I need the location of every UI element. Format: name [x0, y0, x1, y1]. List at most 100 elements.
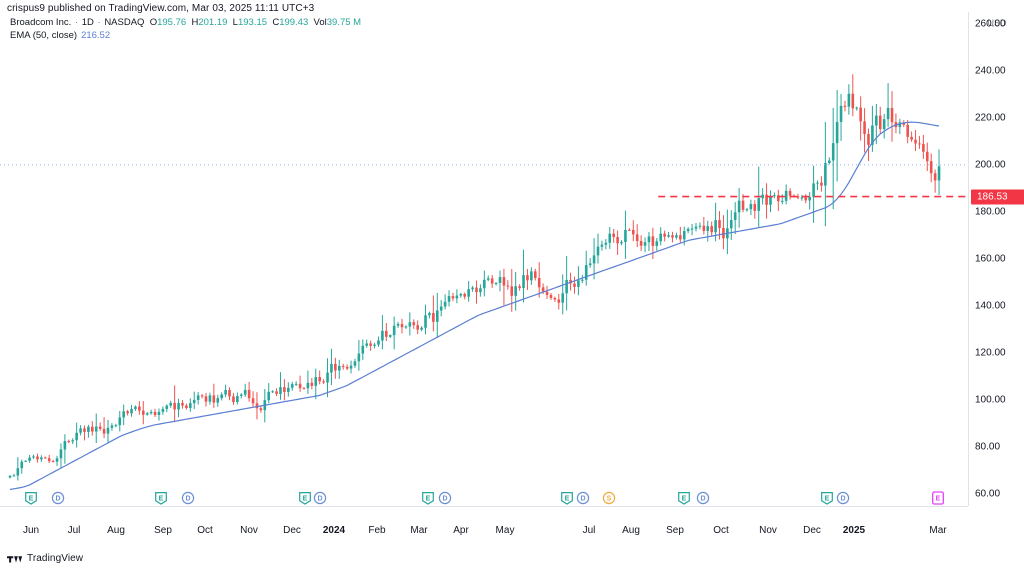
event-marker-split[interactable]: S	[602, 491, 616, 505]
event-marker-earnings[interactable]: E	[422, 491, 435, 505]
earnings-icon: E	[155, 492, 167, 505]
time-tick: Dec	[283, 525, 301, 536]
svg-text:E: E	[303, 496, 308, 503]
legend-close-value: 199.43	[279, 17, 309, 28]
legend-low-label: L	[232, 17, 238, 28]
legend-interval[interactable]: 1D	[81, 17, 94, 28]
legend-symbol-row[interactable]: Broadcom Inc. · 1D · NASDAQ O195.76 H201…	[10, 17, 362, 28]
event-marker-earnings[interactable]: E	[299, 491, 312, 505]
price-tick: 160.00	[975, 253, 1006, 265]
time-tick: Nov	[240, 525, 258, 536]
price-tick: 240.00	[975, 65, 1006, 77]
event-marker-earnings[interactable]: E	[678, 491, 691, 505]
svg-text:D: D	[700, 496, 705, 503]
event-marker-dividend[interactable]: D	[51, 491, 65, 505]
price-plot[interactable]	[0, 12, 968, 506]
price-axis[interactable]: USD 260.00 240.00 220.00 200.00 180.00 160.00…	[968, 12, 1024, 506]
price-tick: 180.00	[975, 206, 1006, 218]
time-tick: Jul	[67, 525, 81, 536]
time-axis[interactable]: Jun Jul Aug Sep Oct Nov Dec 2024 Feb Mar Apr May Jul…	[0, 491, 968, 550]
price-tick: 100.00	[975, 394, 1006, 406]
event-marker-earnings[interactable]: E	[561, 491, 574, 505]
time-tick: Jun	[22, 525, 40, 536]
time-tick: 2024	[322, 525, 346, 536]
legend-volume-label: Vol	[313, 17, 327, 28]
candle-series	[8, 74, 941, 481]
time-tick: Sep	[666, 525, 684, 536]
svg-text:S: S	[607, 496, 612, 503]
ema-line	[9, 121, 940, 491]
price-tick: 220.00	[975, 112, 1006, 124]
svg-text:E: E	[825, 496, 830, 503]
price-tick: 140.00	[975, 300, 1006, 312]
svg-text:E: E	[159, 496, 164, 503]
time-tick: Aug	[107, 525, 125, 536]
svg-text:E: E	[565, 496, 570, 503]
svg-text:D: D	[185, 496, 190, 503]
legend-open-value: 195.76	[157, 17, 187, 28]
earnings-icon: E	[561, 492, 573, 505]
time-tick: Feb	[368, 525, 386, 536]
event-marker-earnings[interactable]: E	[25, 491, 38, 505]
earnings-upcoming-icon: E	[932, 491, 944, 505]
dividend-icon: D	[576, 491, 590, 505]
earnings-icon: E	[821, 492, 833, 505]
event-marker-earnings[interactable]: E	[155, 491, 168, 505]
svg-text:D: D	[442, 496, 447, 503]
dividend-icon: D	[51, 491, 65, 505]
legend-symbol[interactable]: Broadcom Inc.	[10, 17, 72, 28]
earnings-icon: E	[422, 492, 434, 505]
time-tick: Apr	[453, 525, 469, 536]
legend-close-label: C	[272, 17, 280, 28]
earnings-icon: E	[25, 492, 37, 505]
price-tick: 200.00	[975, 159, 1006, 171]
event-marker-dividend[interactable]: D	[181, 491, 195, 505]
dividend-icon: D	[836, 491, 850, 505]
svg-text:D: D	[840, 496, 845, 503]
dividend-icon: D	[696, 491, 710, 505]
svg-text:E: E	[682, 496, 687, 503]
price-tick: 60.00	[975, 488, 1001, 500]
time-tick: Aug	[622, 525, 640, 536]
tradingview-logo-icon	[7, 556, 23, 563]
published-caption: crispus9 published on TradingView.com, M…	[7, 3, 315, 14]
event-marker-dividend[interactable]: D	[696, 491, 710, 505]
split-icon: S	[602, 491, 616, 505]
svg-text:D: D	[317, 496, 322, 503]
event-marker-dividend[interactable]: D	[836, 491, 850, 505]
event-marker-dividend[interactable]: D	[313, 491, 327, 505]
candlestick-svg	[0, 74, 968, 491]
last-price-badge[interactable]: 186.53	[971, 189, 1024, 205]
svg-text:E: E	[426, 496, 431, 503]
time-tick: Mar	[929, 525, 947, 536]
legend-high-label: H	[191, 17, 199, 28]
price-tick: 260.00	[975, 18, 1006, 30]
dividend-icon: D	[438, 491, 452, 505]
time-tick: Oct	[197, 525, 213, 536]
earnings-icon: E	[299, 492, 311, 505]
chart-legend: Broadcom Inc. · 1D · NASDAQ O195.76 H201…	[10, 17, 361, 42]
time-tick: 2025	[842, 525, 866, 536]
time-tick: Mar	[410, 525, 428, 536]
event-marker-earnings[interactable]: E	[821, 491, 834, 505]
legend-indicator-value: 216.52	[81, 30, 111, 41]
tradingview-label: TradingView	[27, 553, 84, 564]
price-tick: 80.00	[975, 441, 1001, 453]
event-marker-earnings-upcoming[interactable]: E	[932, 491, 945, 505]
footer-brand: TradingView	[7, 553, 83, 564]
legend-indicator-row[interactable]: EMA (50, close) 216.52	[10, 30, 361, 42]
legend-high-value: 201.19	[198, 17, 228, 28]
svg-text:E: E	[29, 496, 34, 503]
svg-text:D: D	[580, 496, 585, 503]
time-tick: May	[495, 525, 515, 536]
legend-low-value: 193.15	[237, 17, 268, 28]
time-tick: Oct	[713, 525, 729, 536]
legend-indicator-label: EMA (50, close)	[10, 30, 78, 41]
time-tick: Sep	[154, 525, 172, 536]
svg-text:D: D	[55, 496, 60, 503]
event-marker-dividend[interactable]: D	[576, 491, 590, 505]
event-marker-dividend[interactable]: D	[438, 491, 452, 505]
time-tick: Dec	[803, 525, 821, 536]
legend-volume-value: 39.75 M	[326, 17, 362, 28]
